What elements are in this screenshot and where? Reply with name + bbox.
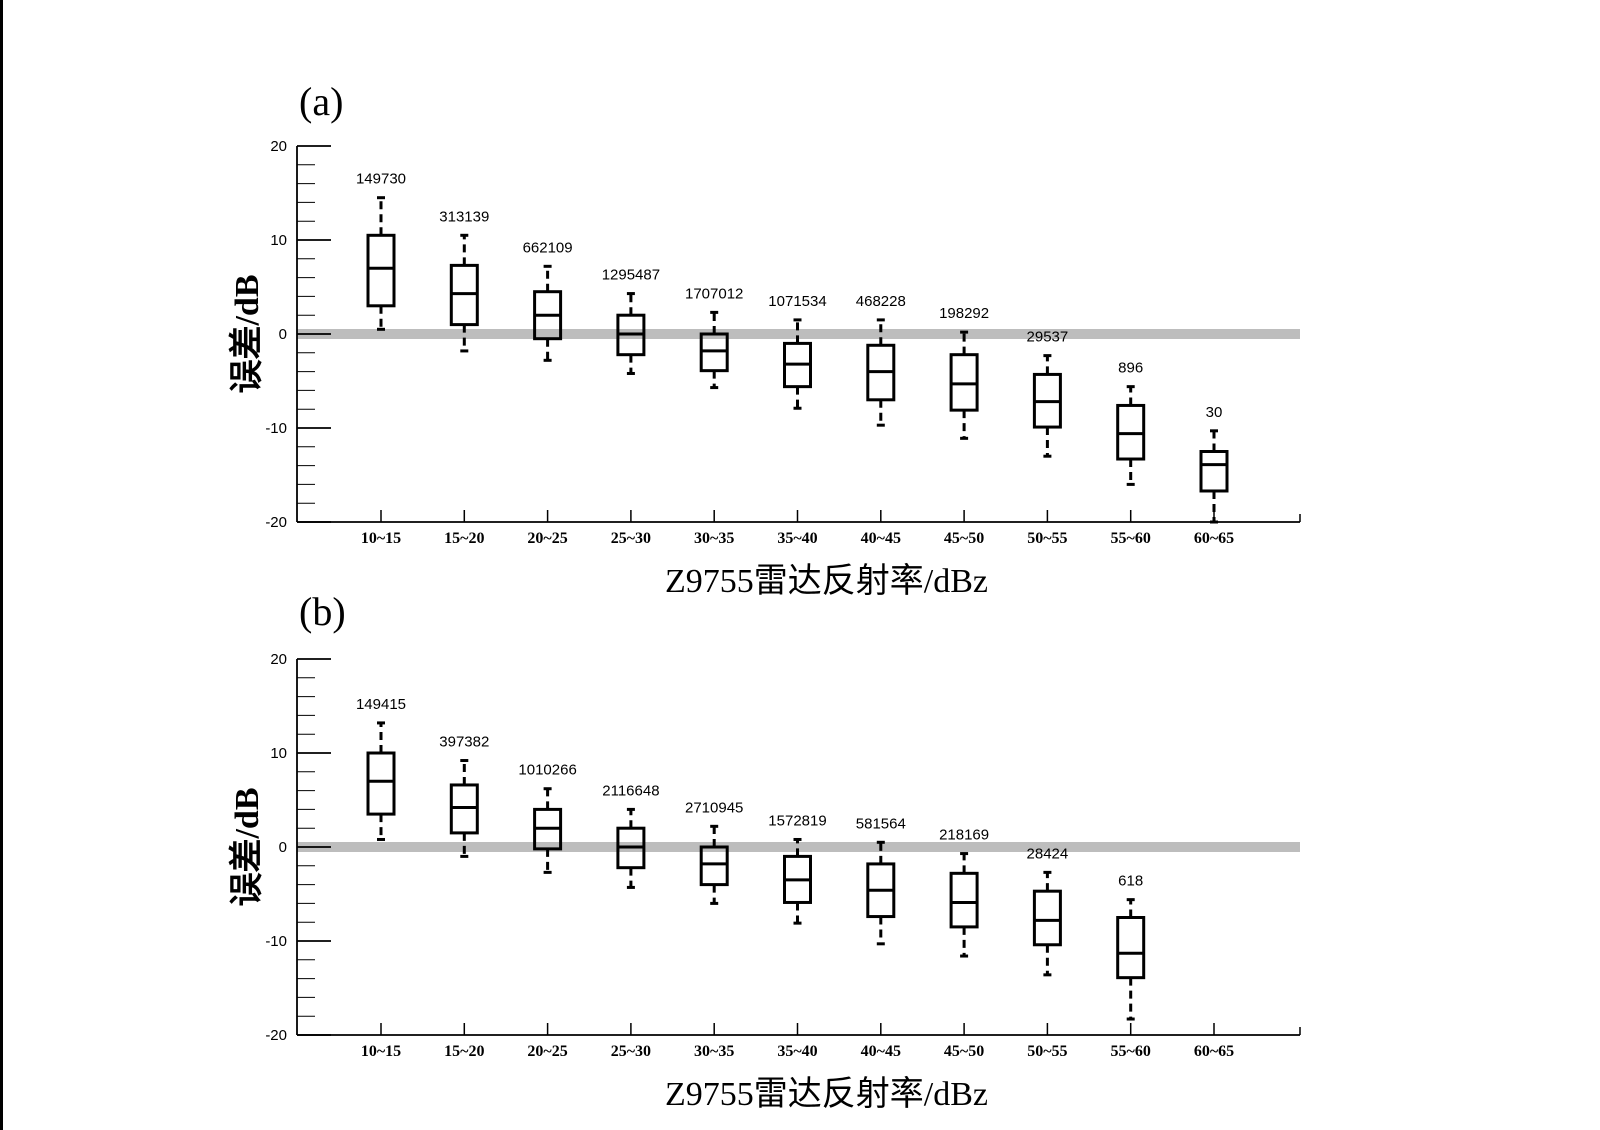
box-45~50	[949, 852, 979, 958]
box-25~30	[616, 807, 646, 889]
sample-count-label: 581564	[856, 815, 906, 832]
panel-b: (b) 20 10 0 -10 -20 10~15 15~20 20~25 25~30 30~35 3…	[228, 589, 1301, 1113]
box-30~35	[699, 824, 729, 905]
x-tick-label: 20~25	[527, 530, 567, 547]
y-tick-label: -20	[265, 1027, 287, 1044]
sample-count-label: 1010266	[518, 762, 576, 779]
sample-count-label: 2710945	[685, 799, 743, 816]
panel-label: (b)	[299, 589, 346, 634]
panel-label: (a)	[299, 79, 343, 124]
x-tick-label: 35~40	[777, 530, 817, 547]
sample-count-label: 1707012	[685, 285, 743, 302]
x-tick-label: 55~60	[1111, 530, 1151, 547]
sample-count-label: 30	[1206, 404, 1223, 421]
box-50~55	[1032, 870, 1062, 977]
x-tick-label: 60~65	[1194, 530, 1234, 547]
y-tick-label: 0	[279, 839, 287, 856]
x-tick-label: 45~50	[944, 530, 984, 547]
x-tick-label: 55~60	[1111, 1043, 1151, 1060]
sample-count-label: 1295487	[602, 267, 660, 284]
y-tick-label: -10	[265, 420, 287, 437]
sample-count-label: 618	[1118, 873, 1143, 890]
iqr-box	[1199, 450, 1229, 493]
box-35~40	[783, 837, 812, 925]
sample-count-label: 397382	[439, 734, 489, 751]
x-tick-label: 40~45	[861, 530, 901, 547]
box-20~25	[533, 264, 563, 362]
y-axis-title: 误差/dB	[228, 787, 266, 906]
sample-count-label: 218169	[939, 827, 989, 844]
iqr-box	[366, 751, 396, 816]
x-tick-label: 50~55	[1027, 1043, 1067, 1060]
zero-reference-band	[297, 329, 1300, 339]
box-60~65	[1199, 429, 1229, 524]
iqr-box	[699, 845, 729, 887]
sample-count-label: 2116648	[602, 782, 659, 799]
y-tick-label: 10	[270, 232, 287, 249]
x-tick-label: 30~35	[694, 1043, 734, 1060]
sample-count-label: 29537	[1027, 329, 1069, 346]
box-20~25	[533, 787, 563, 874]
sample-count-label: 149730	[356, 171, 406, 188]
sample-count-label: 198292	[939, 305, 989, 322]
x-tick-label: 50~55	[1027, 530, 1067, 547]
box-15~20	[449, 233, 479, 353]
box-25~30	[616, 292, 646, 375]
x-tick-label: 25~30	[611, 1043, 651, 1060]
x-tick-label: 15~20	[444, 1043, 484, 1060]
x-tick-label: 40~45	[861, 1043, 901, 1060]
y-axis-title: 误差/dB	[228, 274, 266, 393]
box-15~20	[449, 759, 479, 858]
box-40~45	[866, 840, 896, 946]
box-55~60	[1116, 385, 1146, 486]
sample-count-label: 1071534	[768, 293, 826, 310]
y-tick-label: 10	[270, 745, 287, 762]
y-tick-label: -20	[265, 514, 287, 531]
sample-count-label: 662109	[523, 239, 573, 256]
sample-count-label: 1572819	[768, 812, 826, 829]
iqr-box	[1116, 916, 1146, 980]
sample-count-label: 468228	[856, 293, 906, 310]
iqr-box	[366, 233, 396, 308]
box-10~15	[366, 196, 396, 331]
y-tick-label: -10	[265, 933, 287, 950]
box-50~55	[1032, 354, 1062, 458]
box-55~60	[1116, 898, 1146, 1021]
sample-count-label: 28424	[1027, 845, 1069, 862]
x-tick-label: 45~50	[944, 1043, 984, 1060]
y-tick-label: 0	[279, 326, 287, 343]
sample-count-label: 896	[1118, 360, 1143, 377]
zero-reference-band	[297, 842, 1300, 852]
x-tick-label: 20~25	[527, 1043, 567, 1060]
x-axis-title: Z9755雷达反射率/dBz	[665, 1075, 988, 1113]
x-tick-label: 10~15	[361, 530, 401, 547]
iqr-box	[949, 871, 979, 929]
box-45~50	[949, 330, 979, 440]
y-tick-label: 20	[270, 138, 287, 155]
x-tick-label: 35~40	[777, 1043, 817, 1060]
sample-count-label: 313139	[439, 208, 489, 225]
x-tick-label: 15~20	[444, 530, 484, 547]
box-30~35	[699, 310, 729, 390]
panel-a: (a) 20 10 0 -10 -20 10~15 15~20 20~25 25~30 30~35 3…	[228, 79, 1301, 600]
box-40~45	[866, 318, 896, 427]
left-border-rule	[0, 0, 3, 1130]
x-tick-label: 60~65	[1194, 1043, 1234, 1060]
x-tick-label: 10~15	[361, 1043, 401, 1060]
box-10~15	[366, 721, 396, 841]
iqr-box	[1032, 889, 1062, 947]
box-35~40	[783, 318, 812, 410]
x-tick-label: 30~35	[694, 530, 734, 547]
sample-count-label: 149415	[356, 696, 406, 713]
x-tick-label: 25~30	[611, 530, 651, 547]
y-tick-label: 20	[270, 651, 287, 668]
x-axis-title: Z9755雷达反射率/dBz	[665, 562, 988, 600]
